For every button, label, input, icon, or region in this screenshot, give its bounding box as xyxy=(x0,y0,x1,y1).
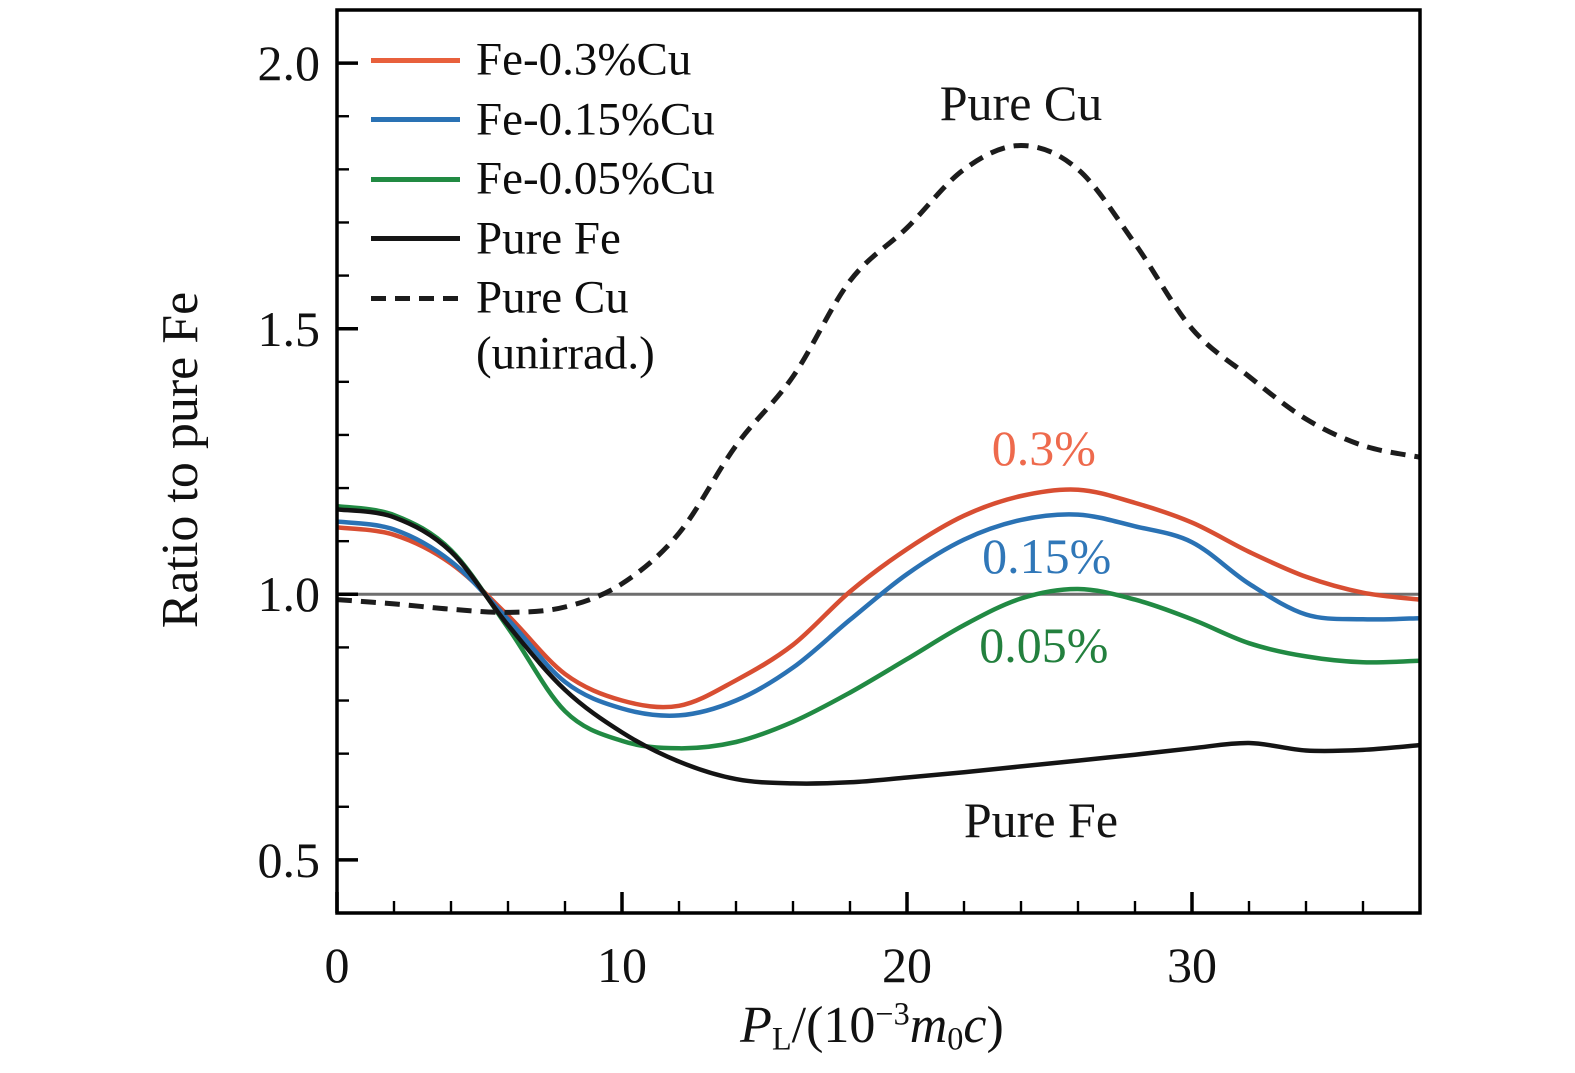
x-tick-label-30: 30 xyxy=(1167,937,1217,993)
x-axis-title-part: c xyxy=(963,997,987,1055)
x-tick-label-10: 10 xyxy=(597,937,647,993)
y-tick-label-1.0: 1.0 xyxy=(257,566,321,623)
annotation-0-3: 0.3% xyxy=(991,420,1096,477)
x-tick-label-20: 20 xyxy=(882,937,932,993)
legend-label-pure-fe: Pure Fe xyxy=(476,212,621,264)
annotation-0-05: 0.05% xyxy=(979,616,1109,673)
legend-label-fe-0-3-cu: Fe-0.3%Cu xyxy=(476,33,692,86)
legend-label-pure-cu: Pure Cu xyxy=(476,271,629,324)
legend-swatch-pure-cu xyxy=(371,295,460,301)
annotation-pure-cu: Pure Cu xyxy=(939,74,1103,131)
plot-border xyxy=(335,8,1422,915)
legend-label-unirrad: (unirrad.) xyxy=(476,327,655,380)
legend-swatch-fe-0-05-cu xyxy=(371,176,460,182)
x-axis-title-part: 0 xyxy=(947,1020,964,1057)
legend-swatch-pure-fe xyxy=(371,236,460,241)
x-axis-title: PL/(10−3m0c) xyxy=(740,997,1004,1054)
legend-label-fe-0-05-cu: Fe-0.05%Cu xyxy=(476,152,715,205)
legend-swatch-fe-0-3-cu xyxy=(371,57,460,63)
x-axis-title-part: L xyxy=(771,1020,792,1057)
curve-fe-0-3-cu xyxy=(337,487,1420,710)
curve-fe-0-15-cu xyxy=(337,512,1420,718)
x-axis-title-part: ) xyxy=(986,997,1004,1055)
x-axis-title-part: −3 xyxy=(875,995,910,1032)
curve-pure-cu-unirrad xyxy=(337,142,1420,615)
x-axis-title-part: m xyxy=(909,997,948,1055)
x-axis-title-part: P xyxy=(740,997,772,1055)
y-tick-label-0.5: 0.5 xyxy=(257,831,321,888)
y-tick-label-1.5: 1.5 xyxy=(257,300,321,357)
curve-fe-0-05-cu xyxy=(337,503,1420,751)
legend-swatch-fe-0-15-cu xyxy=(371,117,460,122)
annotation-pure-fe: Pure Fe xyxy=(963,792,1119,849)
y-tick-label-2.0: 2.0 xyxy=(257,35,321,92)
annotation-0-15: 0.15% xyxy=(982,528,1112,585)
x-axis-title-part: /(10 xyxy=(791,997,876,1055)
curve-pure-fe xyxy=(337,507,1420,786)
x-tick-label-0: 0 xyxy=(324,937,350,993)
legend-label-fe-0-15-cu: Fe-0.15%Cu xyxy=(476,93,715,145)
